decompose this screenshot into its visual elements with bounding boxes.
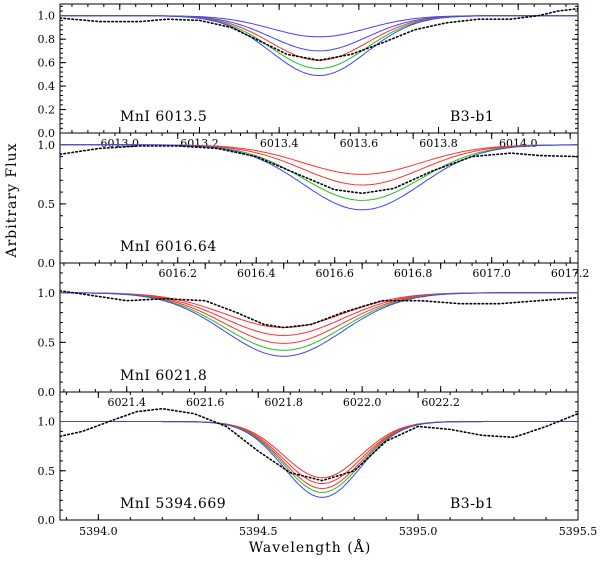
x-tick-label: 5395.5: [559, 525, 598, 538]
y-tick-label: 0.6: [38, 57, 56, 70]
plot-area: [60, 290, 578, 357]
x-tick-label: 6013.6: [340, 137, 379, 150]
model-series-line: [60, 144, 578, 201]
y-tick-label: 0.2: [38, 104, 56, 117]
plot-area: [60, 7, 578, 77]
line-id-label: MnI 6013.5: [120, 109, 207, 125]
x-tick-label: 5394.0: [79, 525, 118, 538]
model-series-line: [60, 421, 578, 485]
x-tick-label: 6022.2: [421, 396, 460, 409]
y-tick-label: 1.0: [38, 10, 56, 23]
panel-3: 0.0 0.5 1.0 6021.4 6021.6 6021.8 6022.0 6022.2 M…: [38, 262, 579, 409]
model-series-line: [60, 144, 578, 211]
x-tick-label: 6021.4: [107, 396, 146, 409]
line-id-label: MnI 5394.669: [120, 496, 226, 512]
model-series-line: [60, 15, 578, 61]
x-tick-label: 6016.8: [394, 267, 433, 280]
model-series-line: [60, 292, 578, 344]
x-axis-title: Wavelength (Å): [249, 538, 372, 556]
y-tick-label: 1.0: [38, 416, 56, 429]
x-tick-label: 6017.0: [472, 267, 511, 280]
y-tick-label: 0.0: [38, 386, 56, 399]
line-id-label: MnI 6016.64: [120, 239, 217, 255]
x-tick-label: 6013.8: [419, 137, 458, 150]
panel-frame: [59, 391, 579, 521]
model-series-line: [60, 421, 578, 479]
x-tick-label: 6022.0: [343, 396, 382, 409]
observed-spectrum-line: [60, 7, 578, 62]
y-tick-label: 0.0: [38, 257, 56, 270]
y-tick-label: 0.5: [38, 198, 56, 211]
observed-spectrum-line: [60, 145, 578, 195]
plot-area: [60, 407, 578, 498]
model-series-line: [60, 292, 578, 357]
model-series-line: [60, 292, 578, 336]
model-series-line: [60, 421, 578, 498]
line-id-label: MnI 6021.8: [120, 368, 207, 384]
y-tick-label: 0.4: [38, 80, 56, 93]
x-tick-label: 6016.2: [158, 267, 197, 280]
y-axis-title: Arbitrary Flux: [4, 142, 20, 258]
x-tick-label: 6013.4: [260, 137, 299, 150]
x-tick-label: 6017.2: [551, 267, 590, 280]
x-tick-label: 5394.5: [239, 525, 278, 538]
star-id-label: B3-b1: [450, 496, 494, 512]
x-tick-label: 6021.6: [186, 396, 225, 409]
plot-area: [60, 144, 578, 211]
y-tick-label: 1.0: [38, 139, 56, 152]
observed-spectrum-line: [60, 407, 578, 482]
y-tick-label: 0.0: [38, 127, 56, 140]
observed-spectrum-line: [60, 290, 578, 329]
x-tick-label: 5395.0: [399, 525, 438, 538]
y-tick-label: 0.8: [38, 33, 56, 46]
panel-4: 0.0 0.5 1.0 5394.0 5394.5 5395.0 5395.5 MnI 539…: [38, 391, 598, 538]
model-series-line: [60, 15, 578, 77]
y-tick-label: 0.5: [38, 465, 56, 478]
model-series-line: [60, 144, 578, 186]
model-series-line: [60, 421, 578, 493]
x-tick-label: 6021.8: [264, 396, 303, 409]
x-tick-label: 6016.6: [315, 267, 354, 280]
y-tick-label: 0.0: [38, 514, 56, 527]
x-tick-label: 6013.0: [101, 137, 140, 150]
model-series-line: [60, 421, 578, 490]
star-id-label: B3-b1: [450, 109, 494, 125]
y-tick-label: 0.5: [38, 336, 56, 349]
panel-2: 0.0 0.5 1.0 6016.2 6016.4 6016.6 6016.8 6017.0 6…: [38, 132, 590, 280]
x-tick-label: 6016.4: [237, 267, 276, 280]
y-tick-label: 1.0: [38, 287, 56, 300]
